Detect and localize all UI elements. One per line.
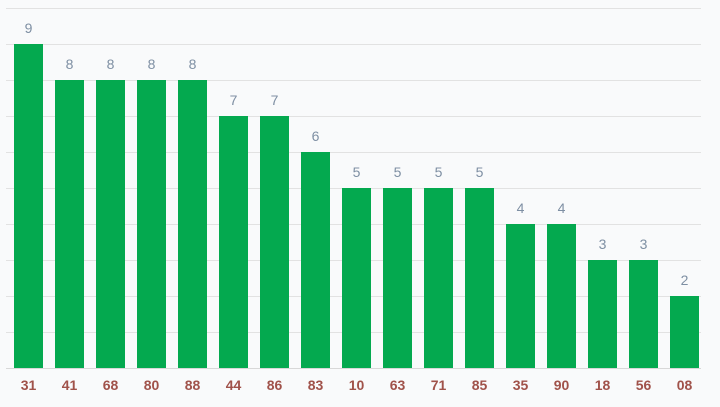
bar[interactable] <box>219 116 248 368</box>
x-axis-label: 18 <box>594 377 611 393</box>
x-axis-label: 85 <box>471 377 488 393</box>
bar-value-label: 3 <box>598 236 607 252</box>
x-axis-label: 56 <box>635 377 652 393</box>
x-axis-label: 86 <box>266 377 283 393</box>
bar[interactable] <box>342 188 371 368</box>
bar-value-label: 3 <box>639 236 648 252</box>
x-axis-label: 41 <box>61 377 78 393</box>
bar-value-label: 7 <box>270 92 279 108</box>
x-axis-label: 08 <box>676 377 693 393</box>
x-axis-label: 63 <box>389 377 406 393</box>
bar[interactable] <box>465 188 494 368</box>
x-axis-label: 80 <box>143 377 160 393</box>
bar-value-label: 7 <box>229 92 238 108</box>
bar[interactable] <box>547 224 576 368</box>
bar-value-label: 5 <box>352 164 361 180</box>
bar[interactable] <box>301 152 330 368</box>
gridline <box>6 8 701 9</box>
bar-value-label: 5 <box>434 164 443 180</box>
bar[interactable] <box>629 260 658 368</box>
bar[interactable] <box>588 260 617 368</box>
bar-value-label: 2 <box>680 272 689 288</box>
bar-value-label: 8 <box>188 56 197 72</box>
gridline <box>6 44 701 45</box>
bar[interactable] <box>178 80 207 368</box>
bar[interactable] <box>55 80 84 368</box>
x-axis-label: 88 <box>184 377 201 393</box>
bar[interactable] <box>96 80 125 368</box>
x-axis-label: 44 <box>225 377 242 393</box>
gridline <box>6 80 701 81</box>
bar-value-label: 6 <box>311 128 320 144</box>
bar-value-label: 5 <box>393 164 402 180</box>
x-axis-line <box>6 368 701 369</box>
x-axis-label: 31 <box>20 377 37 393</box>
bar[interactable] <box>424 188 453 368</box>
x-axis-label: 71 <box>430 377 447 393</box>
x-axis-label: 68 <box>102 377 119 393</box>
bar-value-label: 4 <box>516 200 525 216</box>
bar-value-label: 8 <box>147 56 156 72</box>
gridline <box>6 116 701 117</box>
x-axis-label: 35 <box>512 377 529 393</box>
bar[interactable] <box>137 80 166 368</box>
bar-value-label: 9 <box>24 20 33 36</box>
x-axis-label: 10 <box>348 377 365 393</box>
bar-value-label: 5 <box>475 164 484 180</box>
gridline <box>6 152 701 153</box>
bar[interactable] <box>14 44 43 368</box>
bar-value-label: 4 <box>557 200 566 216</box>
bar[interactable] <box>506 224 535 368</box>
x-axis-label: 83 <box>307 377 324 393</box>
bar[interactable] <box>670 296 699 368</box>
bar[interactable] <box>383 188 412 368</box>
x-axis-label: 90 <box>553 377 570 393</box>
bar-value-label: 8 <box>65 56 74 72</box>
bar[interactable] <box>260 116 289 368</box>
bar-value-label: 8 <box>106 56 115 72</box>
